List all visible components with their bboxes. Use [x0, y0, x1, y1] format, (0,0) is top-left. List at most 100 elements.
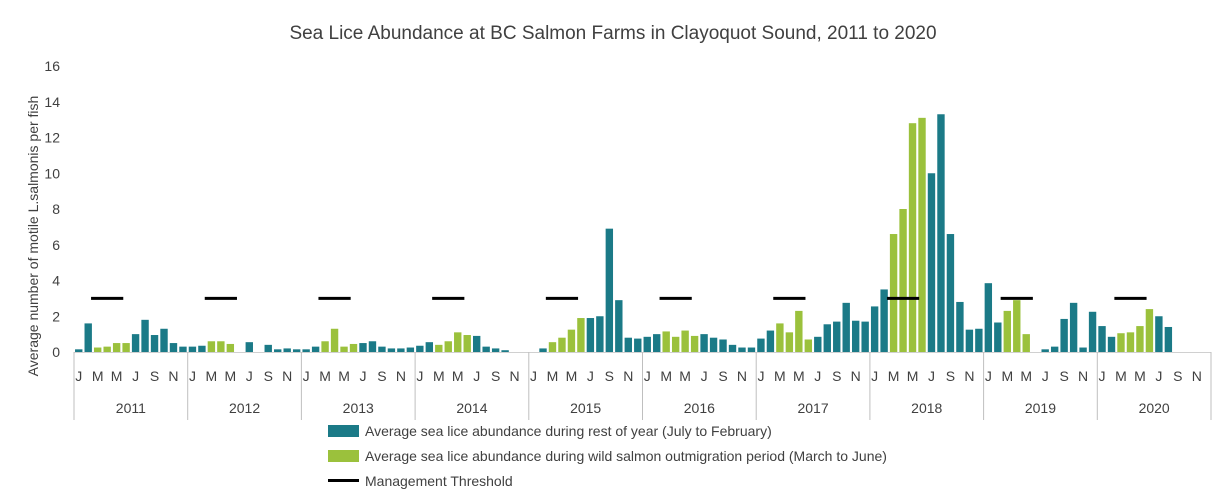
month-tick-label: M — [774, 368, 786, 384]
bar-2013-5 — [340, 346, 348, 352]
bar-2016-11 — [738, 347, 746, 352]
month-tick-label: J — [359, 368, 366, 384]
bar-2017-2 — [766, 330, 775, 352]
bar-2011-6 — [122, 343, 130, 352]
month-tick-label: M — [338, 368, 350, 384]
legend: Average sea lice abundance during rest o… — [328, 418, 887, 493]
legend-swatch-outmigration — [328, 449, 359, 462]
month-tick-label: S — [491, 368, 500, 384]
month-tick-label: S — [264, 368, 273, 384]
month-tick-label: J — [814, 368, 821, 384]
bar-2012-4 — [217, 341, 225, 352]
bar-2013-7 — [359, 343, 367, 352]
bar-2017-4 — [785, 332, 794, 352]
bar-2013-12 — [406, 347, 415, 352]
month-tick-label: J — [473, 368, 480, 384]
month-tick-label: M — [206, 368, 218, 384]
bar-2019-1 — [984, 283, 993, 352]
legend-swatch-threshold — [328, 479, 359, 482]
y-tick-label: 12 — [44, 130, 60, 146]
month-tick-label: M — [1020, 368, 1032, 384]
y-tick-label: 0 — [52, 344, 60, 360]
month-tick-label: S — [605, 368, 614, 384]
bar-2020-4 — [1126, 332, 1135, 352]
year-label: 2016 — [684, 400, 715, 416]
bar-2019-2 — [994, 322, 1002, 352]
bar-2013-4 — [330, 328, 339, 352]
chart-title: Sea Lice Abundance at BC Salmon Farms in… — [289, 23, 936, 44]
bar-2016-4 — [671, 336, 680, 352]
month-tick-label: N — [1192, 368, 1202, 384]
month-tick-label: M — [1134, 368, 1146, 384]
bar-2018-10 — [956, 301, 964, 352]
month-tick-label: J — [75, 368, 82, 384]
bar-2015-4 — [558, 337, 566, 352]
month-tick-label: M — [888, 368, 900, 384]
bar-2015-8 — [596, 316, 604, 352]
y-axis-label: Average number of motile L.salmonis per … — [25, 96, 41, 377]
month-tick-label: J — [644, 368, 651, 384]
month-tick-label: M — [660, 368, 672, 384]
month-tick-label: S — [946, 368, 955, 384]
bar-2011-2 — [84, 323, 92, 352]
bar-2019-7 — [1041, 349, 1049, 352]
month-tick-label: S — [1059, 368, 1068, 384]
bar-2016-1 — [643, 336, 651, 352]
bar-2018-7 — [927, 173, 936, 352]
bar-2014-10 — [501, 350, 509, 352]
bar-2014-6 — [463, 335, 471, 352]
bar-2013-3 — [321, 341, 329, 352]
month-tick-label: M — [566, 368, 578, 384]
bar-2019-4 — [1013, 300, 1021, 352]
bar-2016-5 — [681, 330, 689, 352]
month-tick-label: J — [985, 368, 992, 384]
bar-2016-12 — [747, 347, 756, 352]
legend-item-threshold: Management Threshold — [328, 468, 887, 493]
month-tick-label: S — [1173, 368, 1182, 384]
month-tick-label: M — [547, 368, 559, 384]
bar-2016-8 — [709, 337, 718, 352]
bar-2017-3 — [776, 323, 784, 352]
bar-2016-6 — [690, 335, 699, 352]
bar-2016-9 — [719, 339, 727, 352]
month-tick-label: N — [623, 368, 633, 384]
month-tick-label: J — [928, 368, 935, 384]
bar-2015-7 — [586, 318, 595, 352]
bar-2012-11 — [283, 348, 291, 352]
bar-2011-1 — [75, 349, 83, 352]
bar-2012-7 — [245, 342, 253, 352]
legend-label-threshold: Management Threshold — [365, 472, 513, 489]
year-label: 2019 — [1025, 400, 1056, 416]
bar-2018-8 — [937, 114, 945, 352]
month-tick-label: J — [530, 368, 537, 384]
month-tick-label: S — [377, 368, 386, 384]
month-tick-label: M — [433, 368, 445, 384]
y-axis-ticks: 0 2 4 6 8 10 12 14 16 — [44, 58, 60, 360]
bar-2015-9 — [605, 228, 614, 352]
bar-2016-10 — [728, 344, 737, 352]
y-tick-label: 8 — [52, 201, 60, 217]
bar-2014-8 — [482, 346, 490, 352]
month-tick-label: N — [737, 368, 747, 384]
bar-2018-1 — [870, 306, 879, 352]
bar-2018-9 — [946, 234, 955, 352]
y-tick-label: 6 — [52, 237, 60, 253]
bar-2011-3 — [93, 347, 102, 352]
bar-2014-9 — [491, 348, 500, 352]
bar-2011-4 — [103, 346, 111, 352]
y-tick-label: 4 — [52, 273, 60, 289]
bar-2018-6 — [918, 117, 926, 352]
y-tick-label: 14 — [44, 94, 60, 110]
bar-2020-8 — [1164, 326, 1173, 352]
bar-2013-10 — [387, 348, 396, 352]
month-tick-label: S — [150, 368, 159, 384]
month-tick-label: J — [871, 368, 878, 384]
bar-2011-10 — [160, 328, 168, 352]
bar-2012-9 — [264, 344, 272, 352]
month-tick-label: N — [851, 368, 861, 384]
year-label: 2020 — [1139, 400, 1170, 416]
bar-2015-3 — [548, 342, 557, 352]
bar-2015-10 — [615, 300, 623, 352]
month-tick-label: M — [225, 368, 237, 384]
